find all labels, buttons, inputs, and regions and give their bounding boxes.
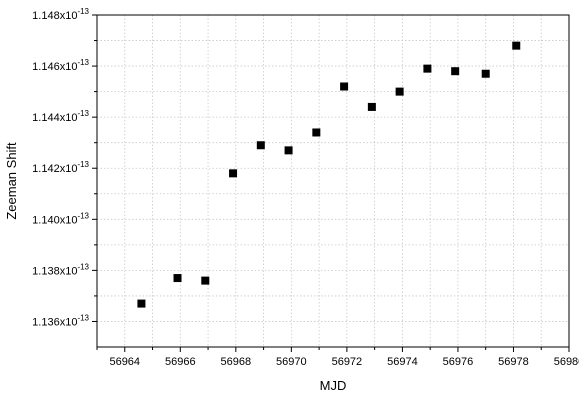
data-point [481, 69, 490, 78]
y-tick-label: 1.136x10-13 [32, 313, 89, 328]
data-point [173, 274, 182, 283]
data-point [395, 87, 404, 96]
y-tick-label: 1.140x10-13 [32, 211, 89, 226]
axis-ticks [92, 14, 570, 352]
x-tick-label: 56974 [387, 356, 418, 368]
data-point [229, 169, 238, 178]
y-tick-label: 1.146x10-13 [32, 58, 89, 73]
data-point [312, 128, 321, 137]
y-tick-label: 1.144x10-13 [32, 109, 89, 124]
x-tick-label: 56980 [554, 356, 579, 368]
data-points [137, 41, 521, 308]
x-tick-label: 56964 [109, 356, 140, 368]
data-point [284, 146, 293, 155]
data-point [423, 64, 432, 73]
data-point [340, 82, 349, 91]
y-tick-label: 1.142x10-13 [32, 160, 89, 175]
grid [97, 15, 569, 347]
x-tick-label: 56966 [165, 356, 196, 368]
plot-area-frame [96, 14, 570, 348]
data-point [201, 276, 210, 285]
x-tick-label: 56972 [332, 356, 363, 368]
y-tick-label: 1.148x10-13 [32, 7, 89, 22]
data-point [256, 141, 265, 150]
data-point [367, 102, 376, 111]
y-tick-label: 1.138x10-13 [32, 262, 89, 277]
x-axis-title: MJD [320, 378, 347, 393]
axis-labels: 56964 56966 56968 56970 56972 56974 56976 56978… [32, 7, 579, 368]
x-tick-label: 56978 [498, 356, 529, 368]
x-tick-label: 56970 [276, 356, 307, 368]
data-point [451, 67, 460, 76]
data-point [512, 41, 521, 50]
x-tick-label: 56976 [443, 356, 474, 368]
y-axis-title: Zeeman Shift [4, 142, 19, 220]
x-tick-label: 56968 [221, 356, 252, 368]
data-point [137, 299, 146, 308]
